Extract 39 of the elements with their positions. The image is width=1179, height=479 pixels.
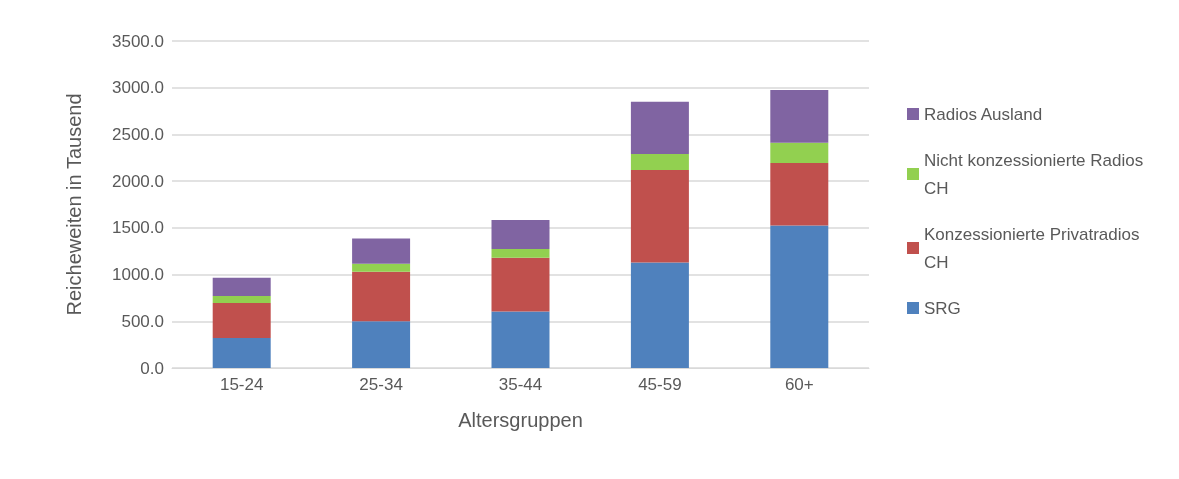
x-tick-label: 45-59	[638, 375, 682, 394]
y-tick-label: 1000.0	[112, 265, 164, 285]
legend-label: Konzessionierte Privatradios CH	[924, 224, 1145, 272]
bar	[491, 219, 550, 249]
bar	[630, 169, 689, 263]
bar	[352, 238, 411, 264]
bar	[630, 154, 689, 170]
bar	[352, 321, 411, 368]
bar	[770, 225, 829, 368]
bar	[770, 142, 829, 163]
y-tick-label: 0.0	[140, 358, 164, 378]
bar	[212, 303, 271, 339]
y-tick-label: 500.0	[121, 311, 164, 331]
x-tick-label: 25-34	[359, 375, 403, 394]
bar	[770, 162, 829, 226]
legend-label: Radios Ausland	[924, 104, 1043, 124]
y-tick-label: 1500.0	[112, 218, 164, 238]
y-axis-title: Reicheweiten in Tausend	[63, 93, 85, 316]
x-tick-label: 60+	[784, 375, 814, 394]
bar	[212, 338, 271, 368]
bar	[352, 263, 411, 272]
x-tick-label: 15-24	[219, 375, 264, 394]
bar	[491, 257, 550, 312]
bar	[770, 90, 829, 143]
y-tick-label: 2000.0	[112, 171, 164, 191]
bar	[491, 311, 550, 368]
y-tick-label: 3000.0	[112, 78, 164, 98]
y-tick-label: 3500.0	[112, 31, 164, 51]
bar	[630, 262, 689, 368]
y-tick-label: 2500.0	[112, 124, 164, 144]
legend-label: Nicht konzessionierte Radios CH	[924, 150, 1148, 198]
x-tick-label: 35-44	[498, 375, 543, 394]
legend-label: SRG	[924, 298, 961, 318]
bar	[352, 271, 411, 322]
bar	[491, 248, 550, 258]
bar	[630, 101, 689, 155]
bar	[212, 296, 271, 304]
bar	[212, 277, 271, 297]
x-axis-title: Altersgruppen	[458, 409, 583, 431]
